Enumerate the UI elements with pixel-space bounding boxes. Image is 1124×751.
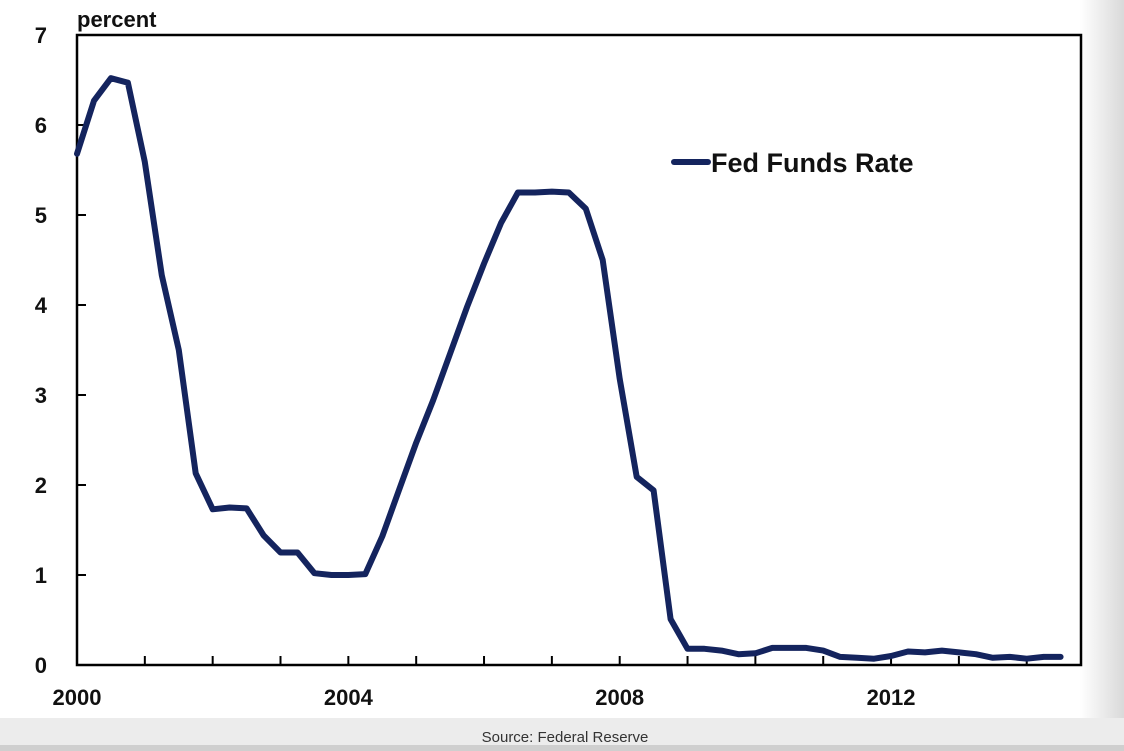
x-axis: 2000 2004 2008 2012 — [53, 656, 1028, 710]
y-tick-label: 6 — [35, 113, 47, 138]
y-axis-unit-label: percent — [77, 7, 157, 32]
x-tick-label: 2012 — [867, 685, 916, 710]
y-tick-label: 2 — [35, 473, 47, 498]
y-tick-label: 4 — [35, 293, 48, 318]
footer-edge — [0, 745, 1124, 751]
y-tick-label: 7 — [35, 23, 47, 48]
source-note: Source: Federal Reserve — [482, 729, 649, 746]
y-axis: 0 1 2 3 4 5 6 7 — [35, 23, 86, 678]
right-shade — [1080, 0, 1124, 751]
fed-funds-rate-line — [74, 75, 1064, 662]
y-tick-label: 1 — [35, 563, 47, 588]
legend: Fed Funds Rate — [671, 148, 914, 178]
plot-area — [75, 33, 1083, 667]
x-tick-label: 2008 — [595, 685, 644, 710]
x-tick-label: 2000 — [53, 685, 102, 710]
y-tick-label: 5 — [35, 203, 47, 228]
x-tick-label: 2004 — [324, 685, 374, 710]
y-tick-label: 3 — [35, 383, 47, 408]
legend-label-fed-funds-rate: Fed Funds Rate — [711, 148, 914, 178]
y-tick-label: 0 — [35, 653, 47, 678]
